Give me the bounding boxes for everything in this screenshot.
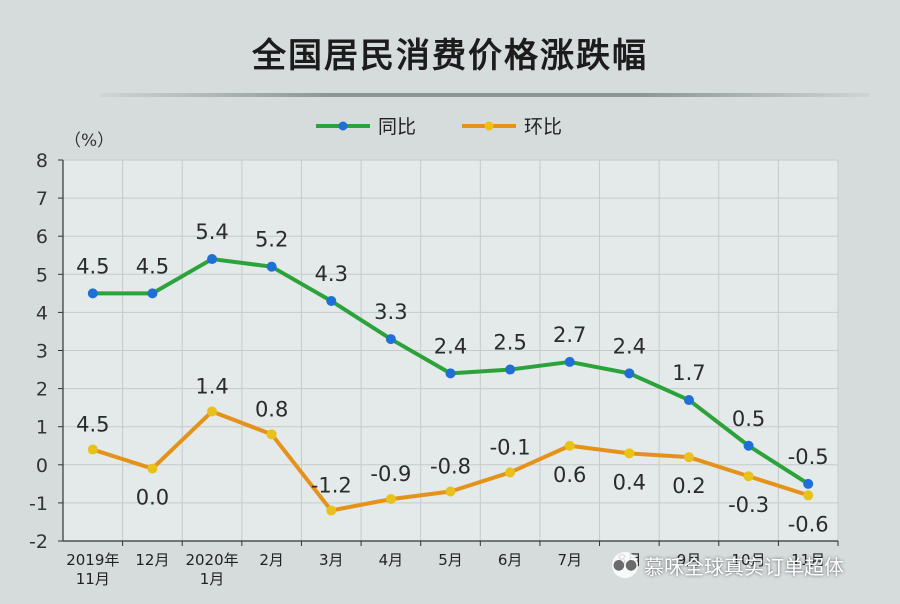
data-point [445,368,456,379]
y-tick-label: 5 [36,264,48,286]
data-label: -0.3 [728,493,769,517]
y-tick-label: 3 [36,341,48,363]
data-label: -0.8 [430,454,471,478]
data-label: 1.4 [195,374,228,398]
data-label: 2.5 [493,331,526,355]
data-label: -0.5 [788,445,829,469]
x-tick-label: 6月 [498,551,523,569]
data-point [207,406,218,417]
data-point [87,444,98,455]
data-label: 0.2 [672,474,705,498]
y-tick-label: 8 [36,150,48,172]
x-tick-label: 2020年 [185,551,238,569]
y-tick-label: 0 [36,455,48,477]
x-tick-label: 1月 [200,570,225,588]
data-label: 2.7 [553,323,586,347]
data-point [743,471,754,482]
data-label: -1.2 [311,474,352,498]
data-label: -0.6 [788,512,829,536]
data-point [385,334,396,345]
x-tick-label: 5月 [438,551,463,569]
data-label: 1.7 [672,361,705,385]
data-point [564,356,575,367]
data-point [326,295,337,306]
y-tick-label: -2 [29,531,48,553]
legend-label: 环比 [524,116,562,138]
data-point [505,364,516,375]
data-label: 3.3 [374,300,407,324]
data-label: 4.3 [315,262,348,286]
watermark: ●● 慕咊全球真实订单超体 [612,550,844,580]
data-point [683,395,694,406]
x-tick-label: 12月 [135,551,169,569]
x-tick-label: 2019年 [66,551,119,569]
x-tick-label: 4月 [379,551,404,569]
legend-label: 同比 [378,116,416,138]
wechat-icon: ●● [612,552,638,578]
title-divider [100,93,870,97]
data-label: 4.5 [136,254,169,278]
data-point [326,505,337,516]
data-point [266,261,277,272]
data-label: 2.4 [613,334,646,358]
x-tick-label: 2月 [259,551,284,569]
x-tick-label: 9月 [677,551,702,569]
data-point [743,440,754,451]
data-point [683,452,694,463]
data-point [266,429,277,440]
watermark-text: 慕咊全球真实订单超体 [644,554,844,579]
y-tick-label: 2 [36,379,48,401]
y-tick-label: 4 [36,302,48,324]
data-label: 0.0 [136,486,169,510]
data-label: 0.6 [553,463,586,487]
legend-marker [484,121,494,131]
data-point [564,440,575,451]
data-label: 4.5 [76,413,109,437]
x-tick-label: 3月 [319,551,344,569]
data-label: -0.9 [370,462,411,486]
y-tick-label: 6 [36,226,48,248]
data-point [803,490,814,501]
y-tick-label: 1 [36,417,48,439]
x-tick-label: 7月 [557,551,582,569]
data-point [624,448,635,459]
y-unit-label: （%） [64,131,114,151]
y-tick-label: -1 [29,493,48,515]
data-point [87,288,98,299]
y-tick-label: 7 [36,188,48,210]
data-point [803,478,814,489]
data-label: 0.8 [255,397,288,421]
x-tick-label: 11月 [76,570,110,588]
data-label: -0.1 [490,435,531,459]
data-label: 0.4 [613,470,646,494]
x-tick-label: 11月 [791,551,825,569]
data-point [207,254,218,265]
data-point [147,463,158,474]
legend-marker [338,121,348,131]
data-point [505,467,516,478]
data-label: 0.5 [732,407,765,431]
data-label: 4.5 [76,254,109,278]
data-label: 5.2 [255,228,288,252]
chart-title: 全国居民消费价格涨跌幅 [252,36,648,76]
x-tick-label: 10月 [732,551,766,569]
data-point [445,486,456,497]
data-point [147,288,158,299]
data-point [624,368,635,379]
data-label: 5.4 [195,220,228,244]
data-point [385,494,396,505]
data-label: 2.4 [434,334,467,358]
